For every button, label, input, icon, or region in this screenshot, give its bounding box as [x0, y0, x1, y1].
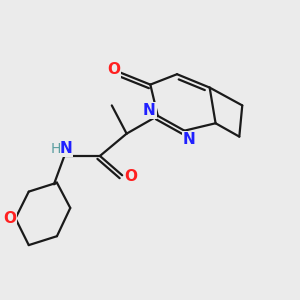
Text: O: O	[3, 211, 16, 226]
Text: O: O	[107, 62, 120, 77]
Text: N: N	[182, 132, 195, 147]
Text: N: N	[143, 103, 156, 118]
Text: O: O	[124, 169, 138, 184]
Text: H: H	[50, 142, 61, 155]
Text: N: N	[59, 141, 72, 156]
